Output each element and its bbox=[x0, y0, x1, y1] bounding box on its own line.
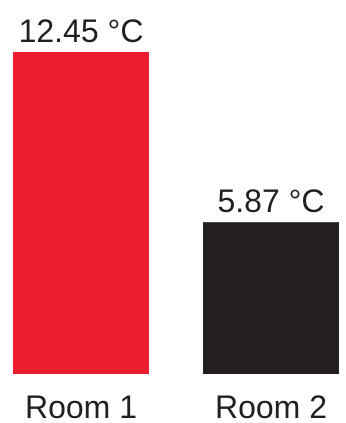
value-label: 5.87 °C bbox=[217, 183, 324, 219]
bars-group bbox=[13, 52, 339, 374]
category-label: Room 2 bbox=[215, 389, 327, 423]
value-label: 12.45 °C bbox=[19, 13, 144, 49]
bar-room-1 bbox=[13, 52, 149, 374]
value-labels-group: 12.45 °C 5.87 °C bbox=[19, 13, 325, 219]
bar-room-2 bbox=[203, 222, 339, 374]
category-label: Room 1 bbox=[25, 389, 137, 423]
category-labels-group: Room 1 Room 2 bbox=[25, 389, 327, 423]
